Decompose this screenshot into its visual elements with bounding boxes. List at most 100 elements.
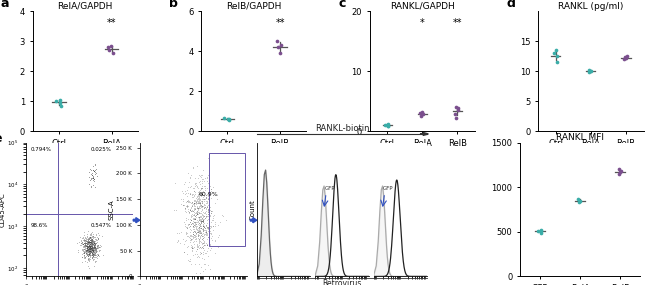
Point <box>90 259 101 264</box>
Point <box>83 240 93 245</box>
Point <box>183 222 194 227</box>
Point <box>82 243 92 248</box>
Point <box>94 248 105 253</box>
Point <box>203 225 213 229</box>
Point <box>196 214 207 219</box>
Point <box>193 233 203 237</box>
Point <box>187 228 197 233</box>
Point <box>185 233 196 238</box>
Point <box>90 237 100 242</box>
Point <box>79 247 89 252</box>
Point <box>83 240 94 244</box>
Point <box>190 192 200 196</box>
Point <box>198 219 209 223</box>
Point <box>84 252 94 256</box>
Point <box>85 240 96 244</box>
Point <box>90 248 100 253</box>
Point <box>81 248 92 253</box>
Point <box>83 240 94 245</box>
Point <box>192 229 203 234</box>
Point <box>94 254 104 258</box>
Point <box>90 232 101 236</box>
Point <box>85 236 96 241</box>
Point <box>199 211 209 215</box>
Point <box>90 252 100 257</box>
Point <box>201 230 211 235</box>
Point <box>75 243 86 247</box>
Point <box>83 251 94 256</box>
Point <box>84 255 95 260</box>
Point <box>200 216 210 221</box>
Point <box>84 178 95 183</box>
Point <box>186 237 196 241</box>
Point <box>77 240 87 245</box>
Point <box>192 228 203 232</box>
Point <box>196 192 206 197</box>
Point <box>188 240 198 244</box>
Text: e: e <box>0 132 3 145</box>
Point <box>84 240 95 245</box>
Point <box>86 237 96 241</box>
Point <box>206 223 216 228</box>
Point <box>189 213 200 217</box>
Point <box>84 244 94 249</box>
Point <box>193 212 203 217</box>
Point <box>92 235 102 240</box>
Point <box>82 244 92 248</box>
Point <box>83 244 94 249</box>
Point <box>77 251 87 256</box>
Point <box>88 248 98 252</box>
Point <box>197 192 207 196</box>
Point <box>185 208 196 213</box>
Point <box>87 237 98 241</box>
Point <box>200 176 211 180</box>
Point <box>79 239 90 243</box>
Point <box>184 235 194 239</box>
Point <box>186 233 196 238</box>
Point <box>84 249 95 253</box>
Point <box>181 238 192 243</box>
Point <box>416 114 426 119</box>
Point <box>192 164 202 168</box>
Point <box>204 236 214 241</box>
Point <box>204 244 214 248</box>
Point <box>205 208 215 212</box>
Point <box>83 246 94 251</box>
Point <box>79 245 90 249</box>
Point <box>79 256 89 260</box>
Point <box>80 254 90 259</box>
Point <box>87 172 98 177</box>
Point <box>214 219 225 224</box>
Point <box>51 99 61 103</box>
Point <box>183 185 194 189</box>
Point <box>83 245 94 249</box>
Point <box>188 232 198 237</box>
Point <box>196 265 206 269</box>
Point <box>81 247 92 252</box>
Point <box>190 210 201 214</box>
Point <box>86 246 97 251</box>
Point <box>197 199 207 204</box>
Point <box>199 235 209 239</box>
Point <box>89 245 99 249</box>
Point <box>201 195 211 200</box>
Point <box>88 242 98 246</box>
Point <box>191 236 202 241</box>
Point <box>81 245 92 250</box>
Point <box>195 219 205 223</box>
Point <box>93 237 103 242</box>
Point <box>78 251 88 256</box>
Point <box>83 242 94 247</box>
Point <box>88 179 99 183</box>
Point <box>190 217 200 222</box>
Point <box>193 245 203 249</box>
Point <box>85 252 96 257</box>
Point <box>186 214 196 218</box>
Point <box>192 201 202 205</box>
Point <box>79 244 89 248</box>
Point <box>84 240 95 245</box>
Point <box>84 235 95 239</box>
Point <box>621 56 631 60</box>
Point <box>80 246 90 250</box>
Point <box>81 244 91 249</box>
